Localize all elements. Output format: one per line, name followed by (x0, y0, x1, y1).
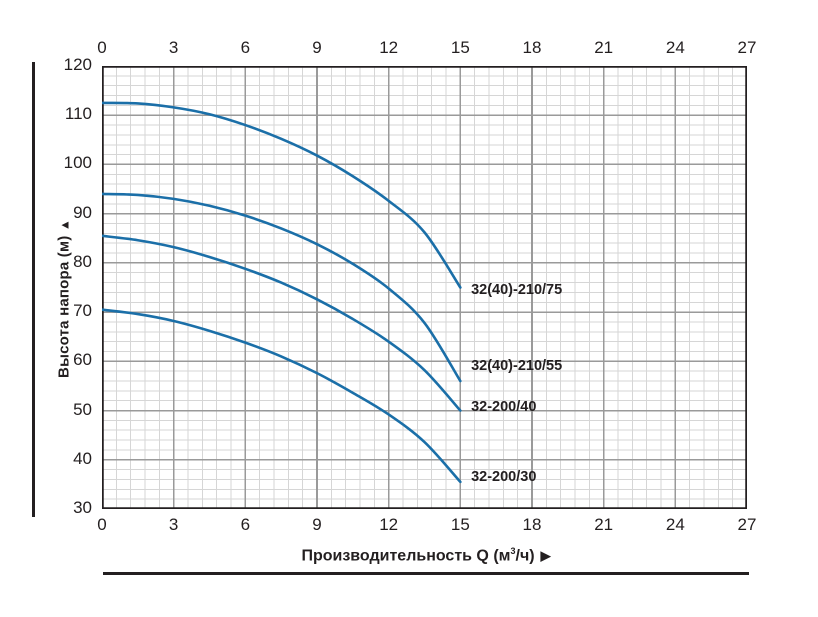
x-tick-label-top: 27 (737, 38, 757, 57)
x-tick-label-top: 21 (594, 38, 614, 57)
x-tick-label-top: 15 (450, 38, 470, 57)
x-tick-label-top: 12 (379, 38, 399, 57)
y-tick-label: 50 (73, 399, 92, 419)
x-tick-label-top: 6 (240, 38, 251, 57)
x-tick-label-bottom: 27 (737, 515, 757, 534)
x-axis-title-exponent: 3 (510, 546, 516, 556)
x-tick-label-bottom: 6 (240, 515, 251, 534)
x-axis-title-label: Производительность Q (м (301, 547, 511, 565)
x-axis-title: Производительность Q (м3/ч) ▶ (103, 546, 749, 565)
x-tick-label-bottom: 24 (665, 515, 685, 534)
plot-area (102, 66, 747, 509)
curve-32(40)-210/55 (102, 192, 462, 383)
x-axis-title-label-2: /ч) (515, 547, 535, 565)
curve-label: 32-200/30 (471, 469, 537, 486)
curve-label: 32(40)-210/75 (471, 282, 563, 299)
x-tick-label-bottom: 3 (168, 515, 179, 534)
curve-32-200/40 (102, 234, 462, 412)
y-tick-label: 100 (63, 153, 92, 173)
x-tick-label-bottom: 9 (312, 515, 322, 534)
y-axis-decorative-rule (32, 62, 35, 517)
y-tick-label: 40 (73, 448, 92, 468)
y-tick-label: 70 (73, 301, 92, 321)
x-tick-label-top: 0 (97, 38, 107, 57)
y-tick-label: 80 (73, 251, 92, 271)
curve-32-200/30 (102, 308, 462, 484)
x-axis-arrow-icon: ▶ (540, 548, 551, 564)
plot-svg (102, 66, 747, 509)
y-tick-label: 30 (73, 498, 92, 517)
x-tick-label-bottom: 12 (379, 515, 399, 534)
x-tick-label-top: 9 (312, 38, 322, 57)
y-tick-label: 90 (73, 202, 92, 222)
x-tick-label-top: 18 (522, 38, 542, 57)
x-tick-label-bottom: 18 (522, 515, 542, 534)
y-tick-label: 120 (63, 55, 92, 74)
x-tick-label-bottom: 0 (97, 515, 107, 534)
x-tick-label-bottom: 21 (594, 515, 614, 534)
curve-label: 32(40)-210/55 (471, 358, 563, 375)
curve-32(40)-210/75 (102, 101, 462, 289)
x-axis-decorative-rule (103, 572, 749, 575)
y-tick-label: 60 (73, 350, 92, 370)
x-tick-label-top: 24 (665, 38, 685, 57)
x-tick-label-bottom: 15 (450, 515, 470, 534)
curve-label: 32-200/40 (471, 398, 537, 415)
x-tick-label-top: 3 (168, 38, 179, 57)
y-tick-label: 110 (64, 104, 92, 124)
